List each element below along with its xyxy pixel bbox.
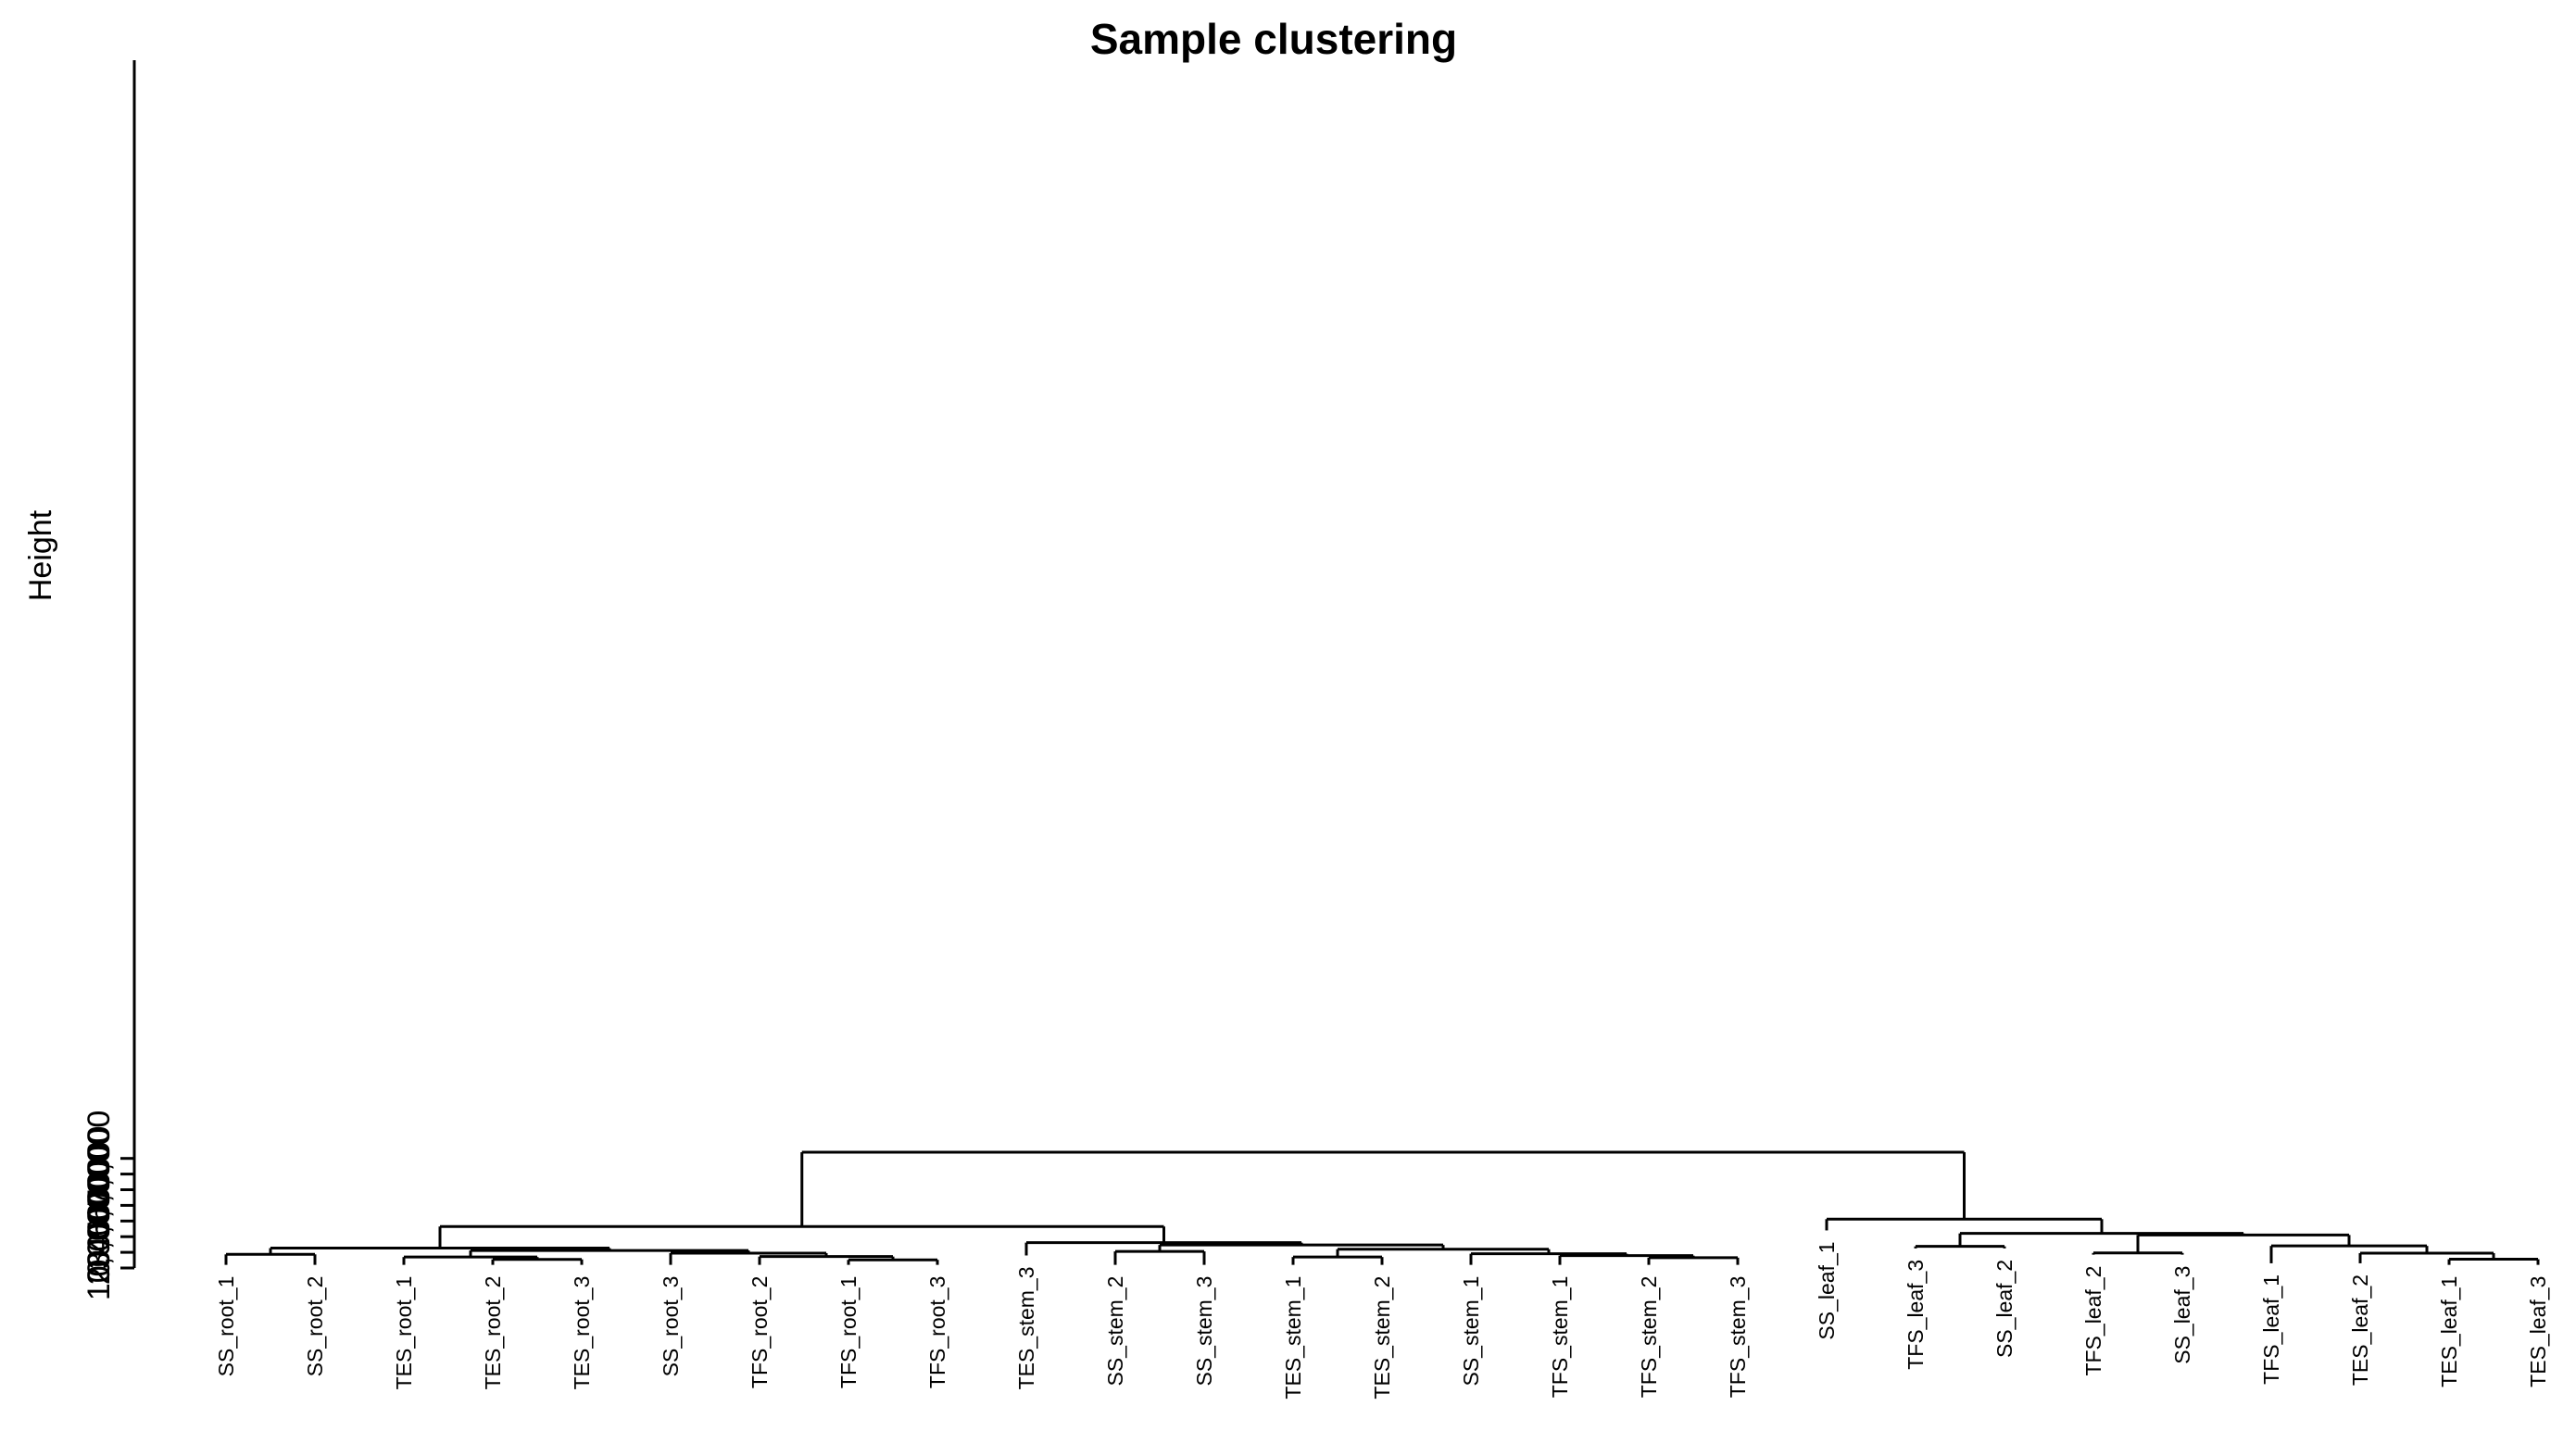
leaf-label: SS_leaf_2	[1992, 1260, 2017, 1358]
leaf-label: SS_root_2	[303, 1276, 327, 1377]
y-tick-label: 40,000	[82, 1157, 117, 1253]
leaf-label: SS_root_3	[659, 1276, 683, 1377]
leaf-label: TES_stem_1	[1281, 1276, 1305, 1400]
leaf-label: TFS_root_1	[836, 1276, 861, 1388]
y-tick-label: 10,000	[82, 1204, 117, 1300]
y-tick-label: 60,000	[82, 1126, 117, 1223]
y-tick-label: 70,000	[82, 1111, 117, 1207]
leaf-label: SS_stem_2	[1103, 1276, 1127, 1387]
leaf-label: TES_leaf_1	[2437, 1276, 2461, 1387]
leaf-label: SS_stem_3	[1192, 1276, 1216, 1387]
y-axis-label: Height	[23, 509, 58, 601]
leaf-label: TFS_root_2	[748, 1276, 772, 1388]
leaf-label: SS_leaf_3	[2170, 1266, 2194, 1364]
leaf-label: TES_root_2	[481, 1276, 505, 1390]
leaf-label: SS_leaf_1	[1815, 1241, 1839, 1339]
y-tick-label: 0	[82, 1260, 117, 1277]
y-tick-label: 20,000	[82, 1188, 117, 1285]
leaf-label: TFS_leaf_1	[2259, 1274, 2283, 1385]
leaf-label: TES_stem_2	[1370, 1276, 1394, 1400]
leaf-label: TFS_leaf_2	[2081, 1266, 2105, 1376]
leaf-label: TES_root_1	[392, 1276, 416, 1390]
leaf-label: TFS_stem_1	[1548, 1276, 1572, 1399]
leaf-label: TES_stem_3	[1014, 1266, 1038, 1389]
leaf-label: TFS_stem_3	[1726, 1276, 1750, 1399]
leaf-label: SS_stem_1	[1459, 1276, 1483, 1387]
leaf-label: TFS_root_3	[925, 1276, 949, 1388]
y-tick-label: 30,000	[82, 1173, 117, 1269]
leaf-label: TFS_stem_2	[1637, 1276, 1661, 1399]
y-tick-label: 50,000	[82, 1142, 117, 1238]
chart-title: Sample clustering	[1090, 15, 1457, 63]
leaf-label: TFS_leaf_3	[1904, 1260, 1928, 1370]
leaf-label: TES_leaf_3	[2526, 1276, 2550, 1387]
leaf-labels: SS_root_1 SS_root_2 TES_root_1 TES_root_2 TE…	[214, 1241, 2550, 1399]
dendrogram-branches	[224, 1150, 2540, 1265]
leaf-label: SS_root_1	[214, 1276, 238, 1377]
leaf-label: TES_leaf_2	[2348, 1274, 2372, 1386]
leaf-label: TES_root_3	[570, 1276, 594, 1390]
y-axis: 010,00020,00030,00040,00050,00060,00070,…	[82, 60, 136, 1300]
